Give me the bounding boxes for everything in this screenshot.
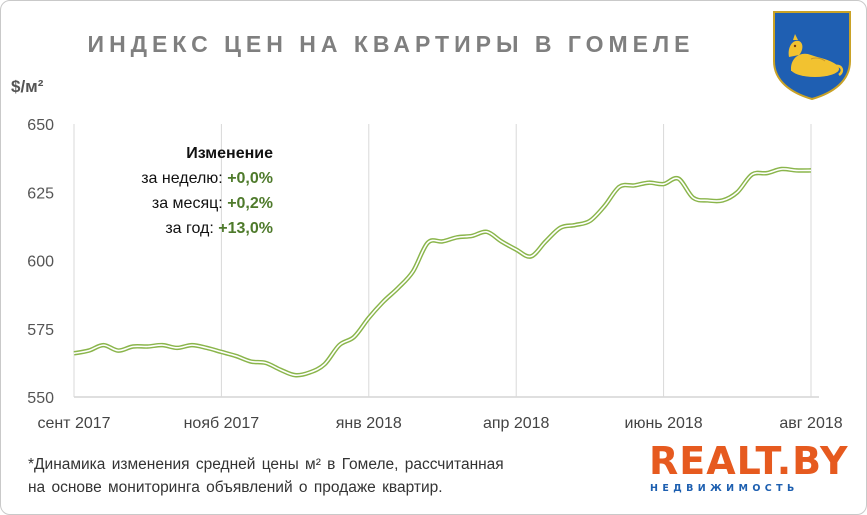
change-header: Изменение [186, 145, 273, 162]
change-summary: Изменение за неделю: +0,0% за месяц: +0,… [141, 141, 273, 241]
footnote-line-2: на основе мониторинга объявлений о прода… [28, 479, 443, 496]
y-axis-unit-label: $/м² [11, 77, 44, 96]
x-tick-label: апр 2018 [483, 415, 550, 432]
change-week-row: за неделю: +0,0% [141, 166, 273, 191]
y-tick-label: 575 [27, 322, 54, 339]
y-tick-label: 550 [27, 390, 54, 407]
grid-lines [73, 124, 819, 398]
change-week-label: за неделю: [141, 170, 223, 187]
y-tick-label: 650 [27, 117, 54, 134]
y-tick-label: 625 [27, 185, 54, 202]
y-tick-labels: 550 575 600 625 650 [27, 117, 54, 407]
x-tick-label: янв 2018 [336, 415, 402, 432]
realt-logo-subtitle: НЕДВИЖИМОСТЬ [650, 483, 799, 494]
realt-logo: REALT.BY НЕДВИЖИМОСТЬ [649, 439, 849, 499]
footnote-line-1: *Динамика изменения средней цены м² в Го… [28, 456, 504, 473]
series-group [73, 166, 812, 378]
x-tick-label: авг 2018 [779, 415, 842, 432]
y-tick-label: 600 [27, 254, 54, 271]
footnote: *Динамика изменения средней цены м² в Го… [28, 453, 504, 499]
change-year-label: за год: [165, 220, 214, 237]
x-tick-label: июнь 2018 [625, 415, 703, 432]
x-tick-label: нояб 2017 [184, 415, 260, 432]
change-month-row: за месяц: +0,2% [141, 191, 273, 216]
change-week-value: +0,0% [227, 170, 273, 187]
change-month-value: +0,2% [227, 195, 273, 212]
change-year-value: +13,0% [218, 220, 273, 237]
price-index-line-inner [73, 168, 812, 377]
x-tick-label: сент 2017 [37, 415, 110, 432]
change-year-row: за год: +13,0% [141, 216, 273, 241]
realt-logo-text: REALT.BY [649, 439, 849, 483]
x-tick-labels: сент 2017 нояб 2017 янв 2018 апр 2018 июнь 2… [37, 415, 842, 432]
chart-title: ИНДЕКС ЦЕН НА КВАРТИРЫ В ГОМЕЛЕ [87, 31, 695, 57]
change-month-label: за месяц: [151, 195, 223, 212]
gomel-coat-of-arms-icon [773, 11, 851, 101]
